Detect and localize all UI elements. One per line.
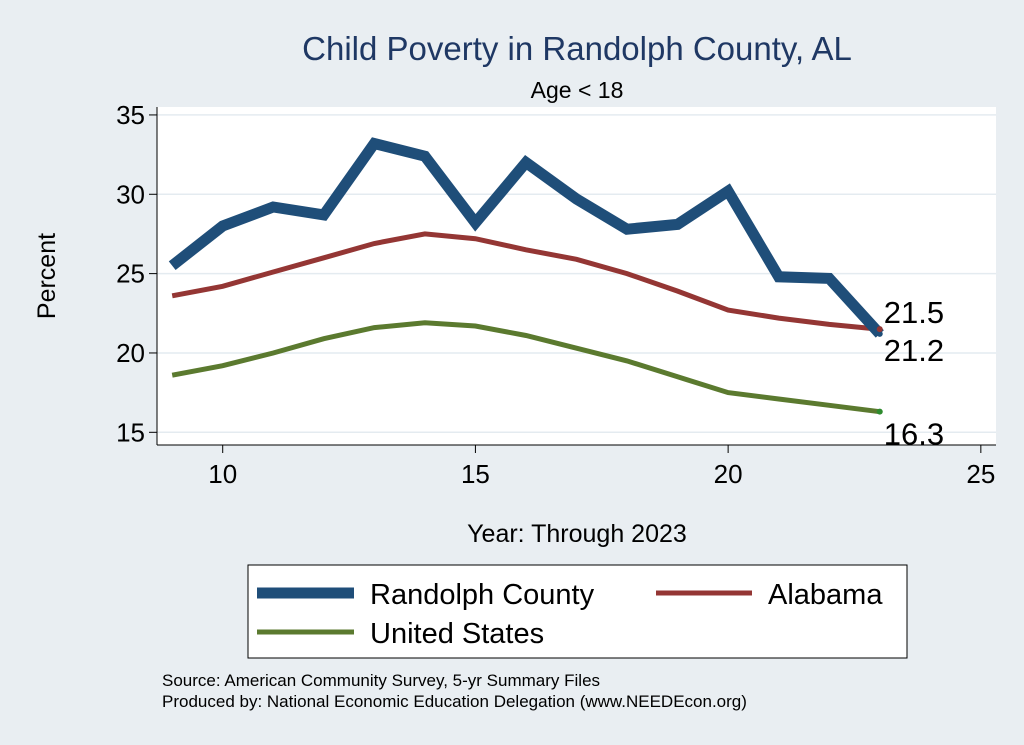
end-label-randolph: 21.2 [884,333,944,368]
legend-label-randolph: Randolph County [370,579,595,611]
y-tick-label: 30 [116,179,145,209]
y-tick-label: 25 [116,259,145,289]
y-tick-label: 15 [116,417,145,447]
legend-label-us: United States [370,618,544,650]
chart-subtitle: Age < 18 [531,77,624,103]
series-end-marker [876,330,883,337]
legend-label-alabama: Alabama [768,579,883,611]
gridlines [157,114,996,434]
end-label-us: 16.3 [884,417,944,452]
series-end-marker [876,408,883,415]
series-line-alabama [171,231,881,332]
y-axis-label: Percent [33,233,61,319]
x-tick-label: 20 [714,459,743,489]
legend: Randolph County Alabama United States [247,564,908,659]
source-note: Source: American Community Survey, 5-yr … [162,671,600,690]
y-tick-label: 35 [116,100,145,130]
produced-note: Produced by: National Economic Education… [162,692,747,711]
y-tick-label: 20 [116,338,145,368]
end-labels: 21.221.5 16.3 [884,295,944,452]
x-tick-label: 10 [208,459,237,489]
series-line-randolph [168,137,884,338]
axes: 15 20 25 30 35 10 15 20 25 [116,100,996,489]
plot-area [157,107,996,445]
end-label-alabama: 21.5 [884,295,944,330]
legend-box [247,564,908,659]
series-end-marker [876,326,883,333]
x-tick-label: 15 [461,459,490,489]
x-tick-label: 25 [966,459,995,489]
chart-title: Child Poverty in Randolph County, AL [302,30,852,67]
series-layer [168,137,884,415]
series-line-us [171,320,881,415]
x-axis-label: Year: Through 2023 [467,520,687,548]
